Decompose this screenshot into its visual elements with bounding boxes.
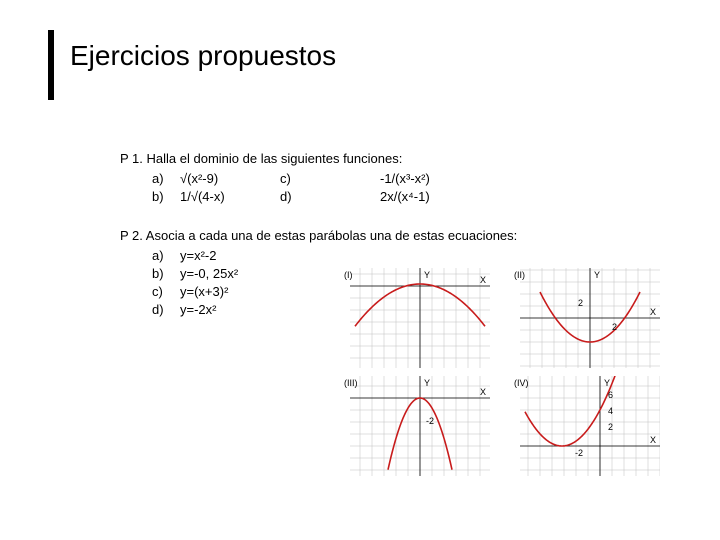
svg-text:X: X <box>650 435 656 445</box>
svg-text:2: 2 <box>612 322 617 332</box>
p1-d-label: d) <box>280 188 380 206</box>
svg-text:6: 6 <box>608 390 613 400</box>
graph-3: YX-2(III) <box>350 376 490 476</box>
title-accent-bar <box>48 30 54 100</box>
p1-heading: P 1. Halla el dominio de las siguientes … <box>120 150 680 168</box>
svg-text:Y: Y <box>594 270 600 280</box>
svg-text:Y: Y <box>424 378 430 388</box>
p1-b-label: b) <box>152 188 180 206</box>
svg-text:X: X <box>480 387 486 397</box>
p2-c-expr: y=(x+3)² <box>180 283 228 301</box>
p1-b-expr: 1/√(4-x) <box>180 188 280 206</box>
p2-d-label: d) <box>152 301 180 319</box>
p2-b-label: b) <box>152 265 180 283</box>
p1-number: P 1. <box>120 151 143 166</box>
graph-1: YX(I) <box>350 268 490 368</box>
p2-number: P 2. <box>120 228 143 243</box>
p1-d-expr: 2x/(x⁴-1) <box>380 188 500 206</box>
graph-2: YX22(II) <box>520 268 660 368</box>
graph-roman-label: (I) <box>344 270 353 280</box>
p2-a-expr: y=x²-2 <box>180 247 216 265</box>
p1-row-a: a) √(x²-9) c) -1/(x³-x²) <box>152 170 680 188</box>
parabola-graphs-grid: YX(I) YX22(II) YX-2(III) YX642-2(IV) <box>350 268 660 484</box>
p2-heading: P 2. Asocia a cada una de estas parábola… <box>120 227 680 245</box>
graph-roman-label: (II) <box>514 270 525 280</box>
graph-row-1: YX(I) YX22(II) <box>350 268 660 368</box>
p2-d-expr: y=-2x² <box>180 301 216 319</box>
p2-b-expr: y=-0, 25x² <box>180 265 238 283</box>
p1-row-b: b) 1/√(4-x) d) 2x/(x⁴-1) <box>152 188 680 206</box>
p2-a-label: a) <box>152 247 180 265</box>
problem-1: P 1. Halla el dominio de las siguientes … <box>120 150 680 207</box>
p1-a-label: a) <box>152 170 180 188</box>
svg-text:X: X <box>650 307 656 317</box>
svg-text:-2: -2 <box>426 416 434 426</box>
graph-row-2: YX-2(III) YX642-2(IV) <box>350 376 660 476</box>
svg-text:2: 2 <box>608 422 613 432</box>
p1-prompt: Halla el dominio de las siguientes funci… <box>147 151 403 166</box>
graph-4: YX642-2(IV) <box>520 376 660 476</box>
svg-text:Y: Y <box>424 270 430 280</box>
p1-c-label: c) <box>280 170 380 188</box>
p2-c-label: c) <box>152 283 180 301</box>
graph-roman-label: (IV) <box>514 378 529 388</box>
p1-a-expr: √(x²-9) <box>180 170 280 188</box>
svg-text:X: X <box>480 275 486 285</box>
p2-prompt: Asocia a cada una de estas parábolas una… <box>146 228 517 243</box>
graph-roman-label: (III) <box>344 378 358 388</box>
svg-text:4: 4 <box>608 406 613 416</box>
svg-text:Y: Y <box>604 378 610 388</box>
svg-text:-2: -2 <box>575 448 583 458</box>
p1-c-expr: -1/(x³-x²) <box>380 170 500 188</box>
svg-text:2: 2 <box>578 298 583 308</box>
slide-title: Ejercicios propuestos <box>70 40 336 72</box>
slide: Ejercicios propuestos P 1. Halla el domi… <box>0 0 720 540</box>
